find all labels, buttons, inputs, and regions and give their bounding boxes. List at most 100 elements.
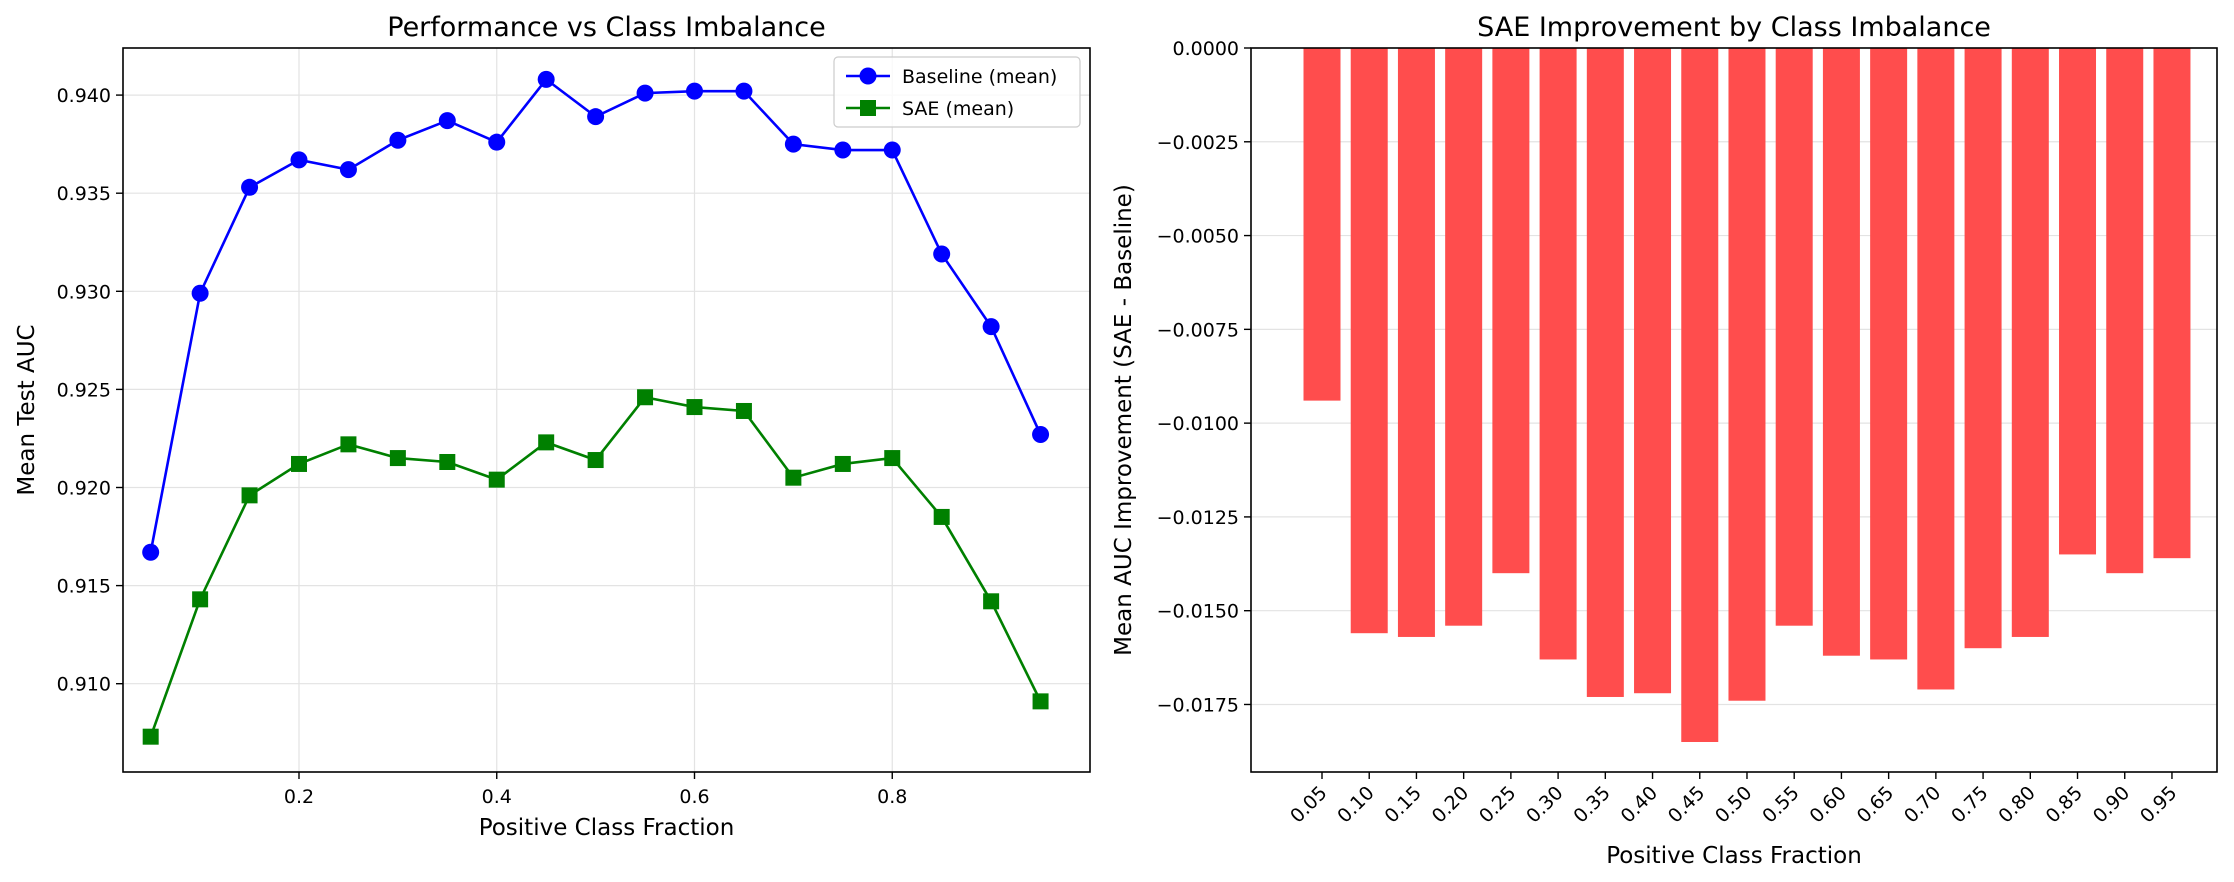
x-tick-label: 0.95 [2136,782,2181,827]
bar [1728,48,1766,701]
grid-lines [123,48,1090,772]
plot-frame [122,47,1091,773]
x-axis-label: Positive Class Fraction [1606,843,1862,869]
data-point-sae [785,469,802,486]
legend: Baseline (mean) SAE (mean) [833,56,1081,128]
data-point-sae [1032,693,1049,710]
data-point-baseline [587,108,605,126]
bar [1964,48,2002,649]
data-point-sae [488,471,505,488]
x-tick-label: 0.6 [679,786,709,808]
data-point-sae [340,436,357,453]
data-point-baseline [883,141,901,159]
y-tick-label: 0.920 [57,478,111,500]
data-point-baseline [784,135,802,153]
data-point-sae [637,389,654,406]
y-tick-label: 0.910 [57,674,111,696]
bar [1492,48,1530,574]
y-tick-label: −0.0050 [1157,226,1239,248]
data-point-baseline [389,131,407,149]
x-tick-label: 0.40 [1617,782,1662,827]
bar [1303,48,1341,401]
x-tick-label: 0.2 [284,786,314,808]
x-tick-label: 0.80 [1994,782,2039,827]
legend-marker [860,100,876,116]
bar [1586,48,1624,697]
y-axis-label: Mean AUC Improvement (SAE - Baseline) [1111,184,1137,656]
plot-frame [1250,47,2218,773]
series-group [142,70,1050,745]
data-point-baseline [488,133,506,151]
y-tick-label: −0.0175 [1157,694,1239,716]
legend-entry-sae: SAE (mean) [902,98,1014,120]
x-tick-label: 0.20 [1428,782,1473,827]
data-point-sae [933,508,950,525]
data-point-baseline [685,82,703,100]
y-tick-label: 0.940 [57,85,111,107]
data-point-baseline [191,284,209,302]
data-point-sae [834,455,851,472]
legend-marker [859,67,877,85]
data-point-baseline [290,151,308,169]
bar [1350,48,1388,634]
x-tick-label: 0.25 [1475,782,1520,827]
x-tick-label: 0.05 [1286,782,1331,827]
legend-items [846,67,890,116]
data-point-sae [142,728,159,745]
bars-group [1303,48,2191,742]
data-point-sae [587,452,604,469]
data-point-baseline [241,178,259,196]
chart-title: Performance vs Class Imbalance [387,12,826,43]
y-tick-label: 0.930 [57,281,111,303]
bar [2059,48,2097,555]
bar [1870,48,1908,660]
y-tick-label: −0.0150 [1157,601,1239,623]
data-point-sae [983,593,1000,610]
bar [1917,48,1955,690]
x-tick-label: 0.60 [1805,782,1850,827]
x-tick-label: 0.10 [1333,782,1378,827]
x-tick-label: 0.4 [482,786,512,808]
x-axis-label: Positive Class Fraction [479,815,735,841]
data-point-baseline [834,141,852,159]
x-tick-label: 0.15 [1380,782,1425,827]
chart-title: SAE Improvement by Class Imbalance [1477,12,1991,43]
plot-area [123,48,1090,772]
x-axis-ticks: 0.2 0.4 0.6 0.8 [284,772,907,808]
y-tick-label: 0.0000 [1173,38,1239,60]
line-chart-panel: 0.2 0.4 0.6 0.8 0.9100.9150.9200.9250.9300.… [14,12,1091,841]
x-tick-label: 0.55 [1758,782,1803,827]
data-point-baseline [438,112,456,130]
x-tick-label: 0.50 [1711,782,1756,827]
data-point-sae [192,591,209,608]
data-point-sae [241,487,258,504]
bar [2011,48,2049,637]
data-point-baseline [1032,426,1050,444]
y-tick-label: 0.925 [57,379,111,401]
data-point-sae [686,399,703,416]
y-tick-label: 0.935 [57,183,111,205]
x-tick-label: 0.70 [1900,782,1945,827]
y-axis-ticks: 0.910 0.915 0.920 0.925 0.930 0.935 0.940 [57,85,123,696]
data-point-baseline [982,318,1000,336]
x-tick-label: 0.45 [1664,782,1709,827]
x-tick-label: 0.75 [1947,782,1992,827]
y-tick-label: −0.0125 [1157,507,1239,529]
x-tick-label: 0.30 [1522,782,1567,827]
data-point-sae [735,402,752,419]
bar [1822,48,1860,656]
bar [1445,48,1483,626]
bar [1634,48,1672,694]
x-axis-ticks: 0.05 0.10 0.15 0.20 0.25 0.30 0.35 0.40 0.45 0.50… [1286,772,2181,827]
y-tick-label: 0.915 [57,576,111,598]
bar-chart-panel: 0.05 0.10 0.15 0.20 0.25 0.30 0.35 0.40 0.45 0.50… [1111,12,2218,869]
y-axis-ticks: 0.0000 −0.0025 −0.0050 −0.0075 −0.0100 −0.012… [1157,38,1251,716]
x-tick-label: 0.8 [877,786,907,808]
data-point-sae [290,455,307,472]
x-tick-label: 0.85 [2042,782,2087,827]
data-point-sae [538,434,555,451]
legend-entry-baseline: Baseline (mean) [902,66,1057,88]
bar [2106,48,2144,574]
bar [1539,48,1577,660]
data-point-baseline [735,82,753,100]
